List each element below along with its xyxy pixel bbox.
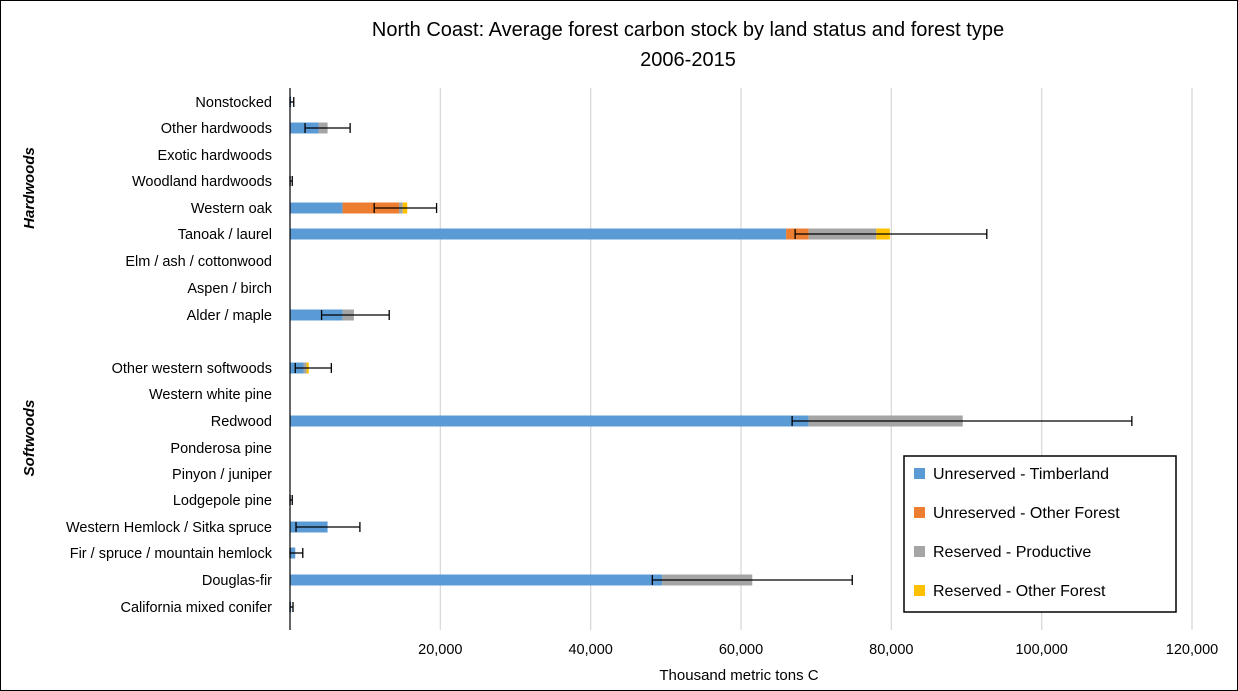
x-tick-label: 60,000 [719, 642, 763, 658]
x-axis-title: Thousand metric tons C [659, 667, 818, 684]
x-tick-label: 20,000 [418, 642, 462, 658]
legend-swatch [914, 585, 925, 596]
category-label: Woodland hardwoods [132, 174, 272, 190]
chart-title: North Coast: Average forest carbon stock… [372, 19, 1004, 41]
bar-segment [290, 574, 663, 586]
legend-label: Unreserved - Timberland [933, 466, 1109, 483]
category-label: Exotic hardwoods [158, 148, 272, 164]
category-label: Ponderosa pine [170, 441, 272, 457]
axes: 20,000 40,000 60,000 80,000 100,000 120,000 [289, 88, 1218, 658]
legend: Unreserved - Timberland Unreserved - Othe… [903, 455, 1177, 613]
bar-segment [342, 202, 399, 214]
x-tick-label: 100,000 [1015, 642, 1067, 658]
category-label: Pinyon / juniper [172, 467, 272, 483]
bar-segment [290, 415, 809, 427]
group-label-softwoods: Softwoods [21, 400, 38, 477]
bars [290, 96, 963, 613]
category-label: Aspen / birch [187, 281, 272, 297]
legend-label: Reserved - Other Forest [933, 583, 1106, 600]
bar-segment [290, 228, 787, 240]
legend-label: Unreserved - Other Forest [933, 505, 1120, 522]
x-tick-label: 120,000 [1166, 642, 1218, 658]
category-label: Western Hemlock / Sitka spruce [66, 520, 272, 536]
bar-segment [290, 309, 343, 321]
category-label: Lodgepole pine [173, 493, 272, 509]
category-labels: Nonstocked Other hardwoods Exotic hardwood… [66, 95, 273, 616]
group-label-hardwoods: Hardwoods [21, 147, 38, 229]
category-label: Other western softwoods [112, 361, 272, 377]
category-label: Western white pine [149, 387, 272, 403]
category-label: Other hardwoods [161, 121, 272, 137]
gridlines [439, 88, 1193, 630]
category-label: Tanoak / laurel [178, 227, 272, 243]
category-label: Alder / maple [187, 308, 272, 324]
category-label: Redwood [211, 414, 272, 430]
legend-box [903, 455, 1177, 613]
category-label: California mixed conifer [120, 600, 272, 616]
bar-segment [290, 202, 343, 214]
x-tick-label: 80,000 [869, 642, 913, 658]
legend-label: Reserved - Productive [933, 544, 1091, 561]
legend-swatch [914, 468, 925, 479]
category-label: Western oak [191, 201, 273, 217]
legend-swatch [914, 507, 925, 518]
error-bars [289, 97, 1133, 612]
category-label: Nonstocked [195, 95, 272, 111]
x-tick-label: 40,000 [568, 642, 612, 658]
category-label: Douglas-fir [202, 573, 272, 589]
legend-swatch [914, 546, 925, 557]
category-label: Elm / ash / cottonwood [125, 254, 272, 270]
chart-subtitle: 2006-2015 [640, 49, 736, 71]
category-label: Fir / spruce / mountain hemlock [70, 546, 273, 562]
bar-segment [290, 122, 319, 134]
